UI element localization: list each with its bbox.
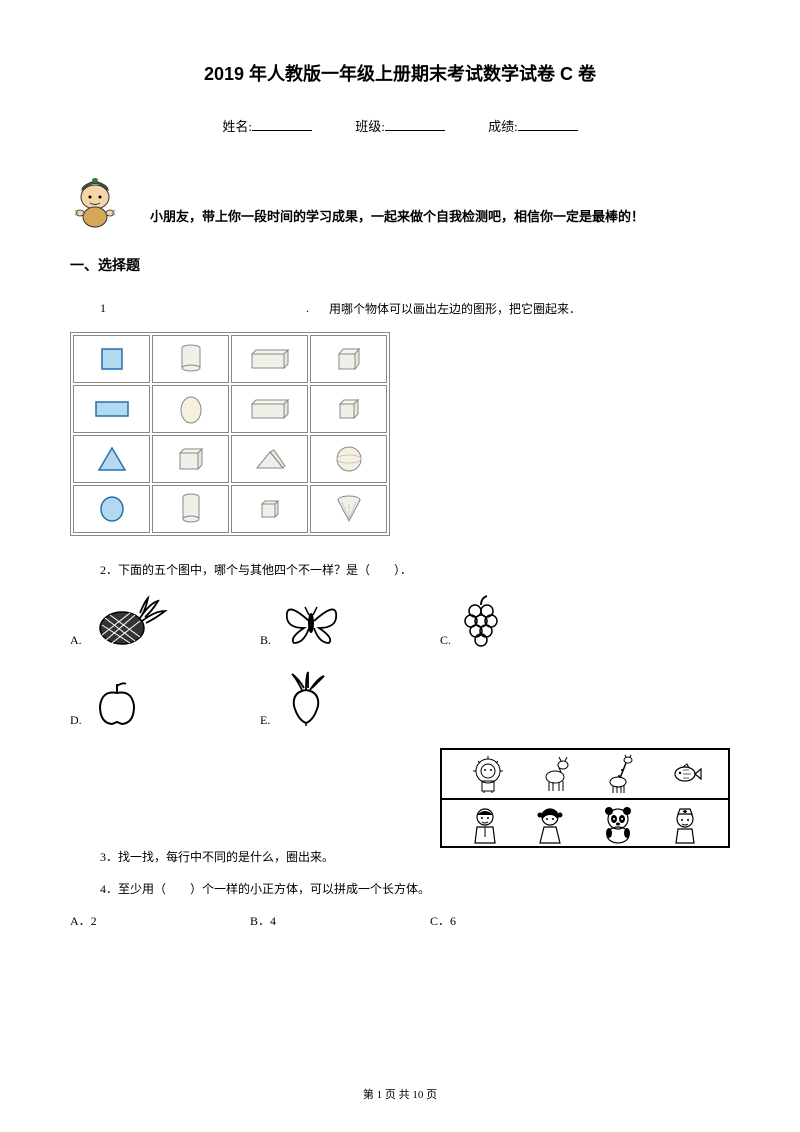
panda-icon bbox=[600, 805, 636, 845]
giraffe-icon bbox=[606, 754, 640, 794]
q3-block: 3．找一找，每行中不同的是什么，圈出来。 bbox=[70, 748, 730, 880]
table-row bbox=[73, 435, 387, 483]
page-footer: 第 1 页 共 10 页 bbox=[0, 1086, 800, 1102]
q2-options-row-1: A. B. C. bbox=[70, 593, 730, 648]
question-3: 3．找一找，每行中不同的是什么，圈出来。 bbox=[70, 848, 730, 865]
score-blank bbox=[518, 130, 578, 131]
q4-opt-c-value: 6 bbox=[450, 914, 456, 928]
question-1-row: 1 . 用哪个物体可以画出左边的图形，把它圈起来． bbox=[70, 300, 730, 317]
q4-opt-c-label: C． bbox=[430, 914, 450, 928]
q2-opt-d: D. bbox=[70, 713, 82, 728]
egg-icon bbox=[178, 394, 204, 424]
question-2: 2．下面的五个图中，哪个与其他四个不一样？是（ ）． bbox=[70, 561, 730, 578]
q2-opt-c: C. bbox=[440, 633, 451, 648]
class-blank bbox=[385, 130, 445, 131]
fish-icon bbox=[671, 762, 703, 786]
prism-icon bbox=[253, 446, 287, 472]
cone-icon bbox=[335, 494, 363, 524]
apple-icon bbox=[90, 678, 145, 728]
encouragement-text: 小朋友，带上你一段时间的学习成果，一起来做个自我检测吧，相信你一定是最棒的！ bbox=[150, 206, 730, 230]
cube-tiny-icon bbox=[257, 496, 283, 522]
cuboid-long-icon bbox=[248, 396, 292, 422]
lion-icon bbox=[468, 755, 508, 793]
q2-opt-b: B. bbox=[260, 633, 271, 648]
boy-icon bbox=[469, 805, 501, 845]
square-icon bbox=[97, 344, 127, 374]
q4-options: A．2 B．4 C．6 bbox=[70, 912, 730, 929]
butterfly-icon bbox=[279, 593, 344, 648]
q1-text: 用哪个物体可以画出左边的图形，把它圈起来． bbox=[329, 300, 581, 317]
table-row bbox=[73, 485, 387, 533]
cube-icon bbox=[334, 344, 364, 374]
q3-row-people bbox=[442, 800, 728, 850]
deer-icon bbox=[539, 755, 575, 793]
table-row bbox=[73, 385, 387, 433]
shapes-table bbox=[70, 332, 390, 536]
cylinder-tall-icon bbox=[179, 492, 203, 526]
pineapple-icon bbox=[90, 593, 170, 648]
q1-dot: . bbox=[306, 301, 309, 316]
cylinder-icon bbox=[176, 342, 206, 376]
q4-opt-b-value: 4 bbox=[270, 914, 276, 928]
page-title: 2019 年人教版一年级上册期末考试数学试卷 C 卷 bbox=[70, 60, 730, 86]
section-1-header: 一、选择题 bbox=[70, 255, 730, 275]
table-row bbox=[73, 335, 387, 383]
q2-opt-e: E. bbox=[260, 713, 270, 728]
rectangle-icon bbox=[92, 397, 132, 421]
triangle-icon bbox=[95, 444, 129, 474]
mascot-row: 小朋友，带上你一段时间的学习成果，一起来做个自我检测吧，相信你一定是最棒的！ bbox=[70, 175, 730, 230]
sphere-icon bbox=[334, 444, 364, 474]
q2-options-row-2: D. E. bbox=[70, 668, 730, 728]
q4-opt-b-label: B． bbox=[250, 914, 270, 928]
score-label: 成绩: bbox=[488, 119, 518, 134]
q2-opt-a: A. bbox=[70, 633, 82, 648]
q3-row-animals bbox=[442, 750, 728, 800]
info-row: 姓名: 班级: 成绩: bbox=[70, 116, 730, 135]
cuboid-icon bbox=[248, 346, 292, 372]
circle-icon bbox=[97, 494, 127, 524]
name-blank bbox=[252, 130, 312, 131]
radish-icon bbox=[278, 668, 338, 728]
q4-opt-a-value: 2 bbox=[91, 914, 97, 928]
q3-image-box bbox=[440, 748, 730, 848]
cuboid-small-icon bbox=[176, 445, 206, 473]
q4-opt-a-label: A． bbox=[70, 914, 91, 928]
girl-icon bbox=[534, 805, 566, 845]
mascot-icon bbox=[70, 175, 120, 230]
name-label: 姓名: bbox=[222, 119, 252, 134]
cube-small-icon bbox=[335, 395, 363, 423]
class-label: 班级: bbox=[355, 119, 385, 134]
question-4: 4．至少用（ ）个一样的小正方体，可以拼成一个长方体。 bbox=[70, 880, 730, 897]
nurse-icon bbox=[669, 805, 701, 845]
q1-number: 1 bbox=[100, 301, 106, 316]
grapes-icon bbox=[459, 593, 504, 648]
